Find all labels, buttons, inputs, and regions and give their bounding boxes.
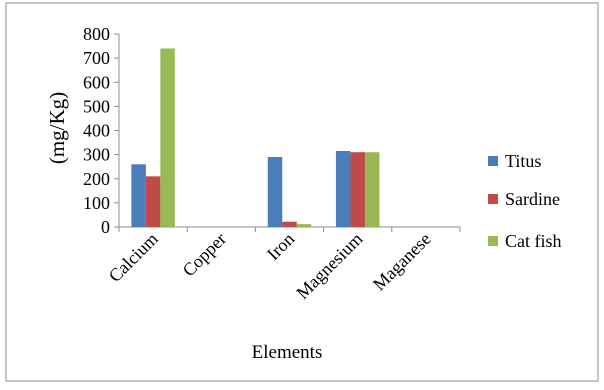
y-tick-label: 600 bbox=[83, 72, 110, 92]
bar-calcium-titus bbox=[131, 164, 146, 227]
legend-swatch bbox=[488, 194, 498, 204]
y-tick-label: 100 bbox=[83, 193, 110, 213]
y-tick-label: 700 bbox=[83, 48, 110, 68]
legend-label: Sardine bbox=[505, 189, 560, 209]
y-axis-title: (mg/Kg) bbox=[45, 92, 69, 164]
y-tick-label: 500 bbox=[83, 96, 110, 116]
y-tick-label: 0 bbox=[101, 217, 110, 237]
bar-magnesium-sardine bbox=[350, 152, 365, 227]
legend-swatch bbox=[488, 156, 498, 166]
bar-magnesium-cat-fish bbox=[364, 152, 380, 227]
bars bbox=[131, 48, 380, 227]
legend-label: Cat fish bbox=[505, 231, 562, 251]
x-axis-title: Elements bbox=[252, 342, 323, 363]
y-tick-label: 300 bbox=[83, 145, 110, 165]
bar-magnesium-titus bbox=[335, 151, 351, 227]
y-tick-label: 400 bbox=[83, 121, 110, 141]
legend: Titus Sardine Cat fish bbox=[488, 151, 562, 251]
legend-label: Titus bbox=[505, 151, 541, 171]
bar-calcium-cat-fish bbox=[160, 48, 175, 227]
y-tick-label: 800 bbox=[83, 24, 110, 44]
bar-calcium-sardine bbox=[145, 176, 161, 227]
legend-swatch bbox=[488, 236, 498, 246]
chart-border bbox=[5, 2, 599, 382]
bar-iron-titus bbox=[267, 157, 283, 227]
bar-iron-sardine bbox=[282, 221, 297, 227]
y-tick-label: 200 bbox=[83, 169, 110, 189]
bar-iron-cat-fish bbox=[296, 224, 312, 227]
